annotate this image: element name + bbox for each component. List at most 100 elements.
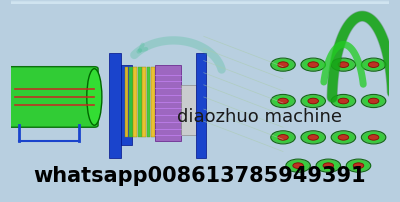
Bar — [11, 0, 389, 2]
Bar — [11, 2, 389, 4]
Bar — [11, 2, 389, 4]
Bar — [11, 1, 389, 3]
Bar — [11, 1, 389, 3]
Bar — [11, 0, 389, 2]
Bar — [196, 53, 206, 158]
Ellipse shape — [331, 58, 356, 71]
Ellipse shape — [301, 95, 326, 107]
Bar — [155, 65, 181, 141]
Text: diaozhuo machine: diaozhuo machine — [177, 108, 342, 126]
Bar — [11, 0, 389, 2]
Bar — [11, 2, 389, 4]
FancyBboxPatch shape — [8, 67, 98, 127]
Text: whatsapp008613785949391: whatsapp008613785949391 — [34, 166, 366, 186]
Ellipse shape — [316, 159, 340, 172]
Ellipse shape — [346, 159, 371, 172]
Bar — [11, 1, 389, 3]
Bar — [11, 1, 389, 3]
Bar — [11, 1, 389, 3]
Bar — [11, 0, 389, 2]
Bar — [11, 2, 389, 4]
Bar — [11, 1, 389, 3]
Bar — [11, 0, 389, 2]
Bar — [138, 67, 142, 137]
Bar — [110, 53, 121, 158]
Bar — [11, 2, 389, 4]
Bar — [11, 1, 389, 3]
Bar — [11, 1, 389, 3]
Bar — [133, 67, 137, 137]
Bar — [11, 1, 389, 3]
Ellipse shape — [301, 58, 326, 71]
Ellipse shape — [301, 131, 326, 144]
Bar — [11, 0, 389, 2]
Bar — [121, 65, 132, 145]
Bar — [11, 0, 389, 2]
Bar — [11, 1, 389, 3]
Bar — [11, 1, 389, 3]
Bar — [11, 2, 389, 4]
Bar — [11, 1, 389, 3]
Bar — [11, 2, 389, 4]
Bar — [11, 0, 389, 2]
Bar — [11, 1, 389, 3]
Bar — [11, 1, 389, 3]
Bar — [11, 2, 389, 4]
Bar — [11, 1, 389, 3]
Bar — [11, 0, 389, 2]
Bar — [146, 67, 150, 137]
Bar — [11, 1, 389, 3]
Ellipse shape — [293, 163, 304, 168]
Ellipse shape — [308, 98, 318, 104]
Bar — [11, 1, 389, 3]
Ellipse shape — [361, 131, 386, 144]
Bar — [11, 1, 389, 3]
Bar — [151, 67, 155, 137]
Bar — [124, 67, 128, 137]
Bar — [11, 2, 389, 4]
Bar — [11, 1, 389, 3]
Bar — [11, 1, 389, 3]
Bar — [11, 1, 389, 3]
Bar — [11, 1, 389, 3]
Bar — [11, 2, 389, 4]
Bar — [11, 1, 389, 3]
Bar — [11, 1, 389, 3]
Bar — [11, 0, 389, 2]
Ellipse shape — [338, 135, 349, 140]
Bar — [11, 1, 389, 3]
Bar — [11, 1, 389, 3]
Bar — [11, 1, 389, 3]
Bar — [11, 1, 389, 3]
Bar — [11, 1, 389, 3]
Bar — [11, 2, 389, 4]
Ellipse shape — [271, 131, 295, 144]
Bar — [11, 1, 389, 3]
Bar — [11, 1, 389, 3]
Bar — [11, 1, 389, 3]
Bar — [11, 2, 389, 4]
Bar — [11, 0, 389, 2]
Bar — [11, 0, 389, 2]
Bar — [11, 2, 389, 4]
Ellipse shape — [353, 163, 364, 168]
Bar — [11, 2, 389, 4]
Ellipse shape — [278, 62, 288, 67]
Bar — [11, 0, 389, 2]
Bar — [11, 1, 389, 3]
Ellipse shape — [361, 58, 386, 71]
Bar — [11, 2, 389, 4]
Bar — [11, 0, 389, 2]
Bar — [11, 1, 389, 3]
Bar — [11, 0, 389, 2]
Ellipse shape — [368, 98, 379, 104]
Ellipse shape — [308, 135, 318, 140]
Bar — [11, 2, 389, 4]
Ellipse shape — [331, 95, 356, 107]
Bar — [11, 1, 389, 3]
Bar — [11, 0, 389, 2]
Bar — [11, 1, 389, 3]
Bar — [11, 0, 389, 2]
Bar — [11, 1, 389, 3]
Ellipse shape — [278, 98, 288, 104]
